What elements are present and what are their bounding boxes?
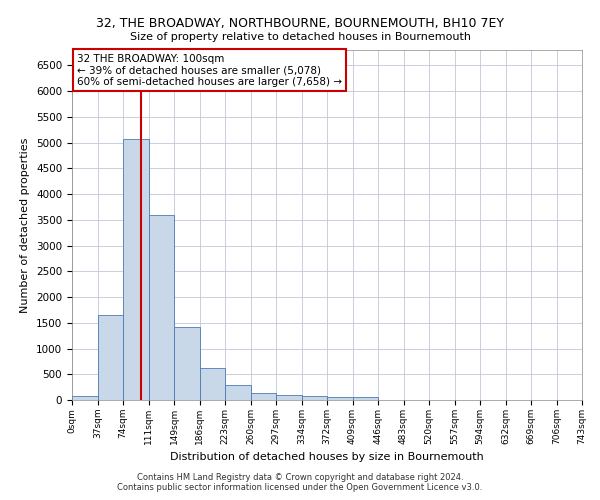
Bar	[97, 315, 123, 400]
Bar	[251, 392, 276, 400]
Bar	[225, 386, 251, 400]
Bar	[353, 398, 378, 400]
Bar	[149, 214, 174, 400]
Bar	[199, 368, 225, 400]
Bar	[327, 397, 353, 400]
Text: 32, THE BROADWAY, NORTHBOURNE, BOURNEMOUTH, BH10 7EY: 32, THE BROADWAY, NORTHBOURNE, BOURNEMOU…	[96, 18, 504, 30]
Bar	[276, 394, 302, 400]
Bar	[123, 139, 149, 400]
Bar	[302, 396, 327, 400]
Bar	[174, 327, 199, 400]
Text: 32 THE BROADWAY: 100sqm
← 39% of detached houses are smaller (5,078)
60% of semi: 32 THE BROADWAY: 100sqm ← 39% of detache…	[77, 54, 342, 86]
Text: Size of property relative to detached houses in Bournemouth: Size of property relative to detached ho…	[130, 32, 470, 42]
Bar	[72, 396, 97, 400]
X-axis label: Distribution of detached houses by size in Bournemouth: Distribution of detached houses by size …	[170, 452, 484, 462]
Text: Contains HM Land Registry data © Crown copyright and database right 2024.
Contai: Contains HM Land Registry data © Crown c…	[118, 473, 482, 492]
Y-axis label: Number of detached properties: Number of detached properties	[20, 138, 31, 312]
